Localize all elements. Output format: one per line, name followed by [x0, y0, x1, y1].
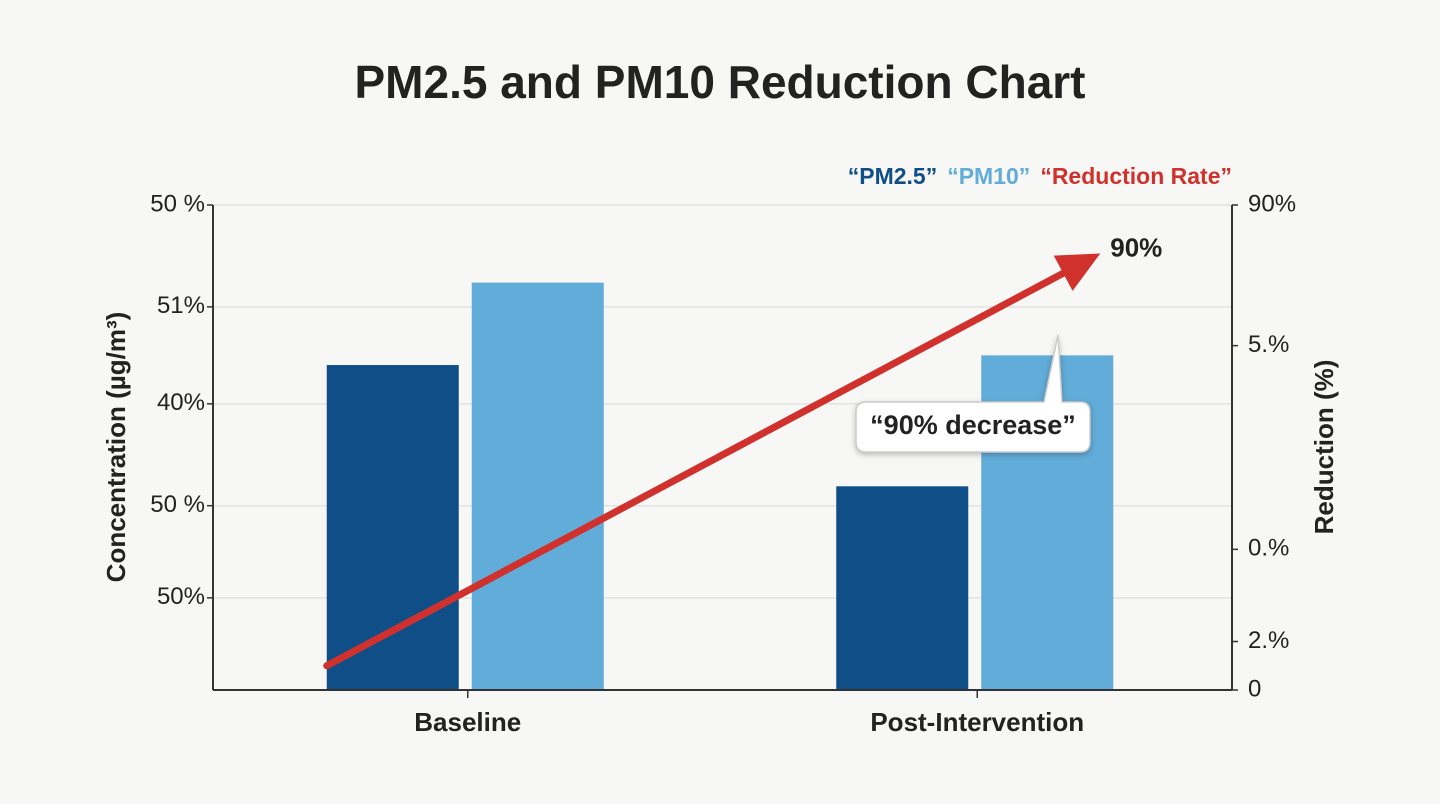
legend-entry: “Reduction Rate”	[1040, 163, 1232, 189]
y-axis-label: Concentration (µg/m³)	[101, 312, 131, 583]
legend-entry: “PM10”	[947, 163, 1030, 189]
y2-tick-label: 5.%	[1248, 331, 1289, 358]
bar	[836, 486, 969, 690]
y-tick-label: 50%	[157, 583, 205, 610]
y-tick-label: 51%	[157, 292, 205, 319]
y2-tick-label: 0	[1248, 675, 1261, 702]
line-series	[323, 269, 1067, 670]
y2-axis-label: Reduction (%)	[1309, 360, 1339, 535]
y2-tick-label: 2.%	[1248, 627, 1289, 654]
x-tick-label: Baseline	[414, 707, 521, 737]
legend-entry: “PM2.5”	[848, 163, 937, 189]
y2-tick-label: 0.%	[1248, 535, 1289, 562]
data-label: 90%	[1110, 232, 1162, 262]
callout: “90% decrease”	[855, 334, 1091, 453]
x-tick-label: Post-Intervention	[870, 707, 1084, 737]
bar	[326, 365, 459, 690]
y-tick-label: 50 %	[150, 190, 205, 217]
arrow-head	[1053, 253, 1101, 291]
annotation: “90% decrease”	[870, 410, 1076, 440]
callout-box	[855, 334, 1091, 453]
y-tick-label: 40%	[157, 389, 205, 416]
y-tick-label: 50 %	[150, 491, 205, 518]
y2-tick-label: 90%	[1248, 190, 1296, 217]
chart-title: PM2.5 and PM10 Reduction Chart	[354, 56, 1085, 108]
legend: “PM2.5” “PM10” “Reduction Rate”	[848, 163, 1232, 189]
bar	[471, 282, 604, 690]
